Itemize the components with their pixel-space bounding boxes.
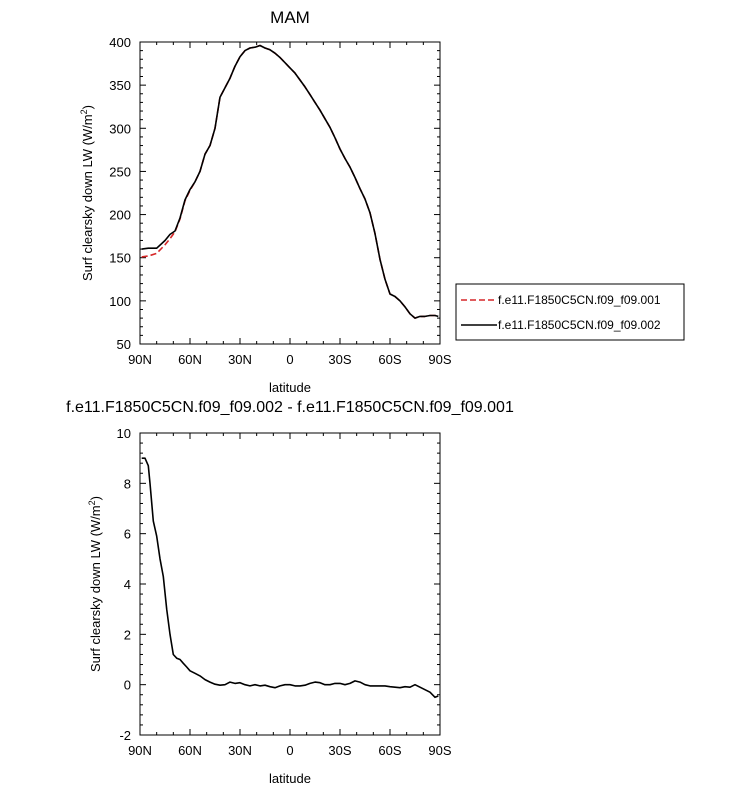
bottom-chart-series [141,457,439,699]
legend-entry-002: f.e11.F1850C5CN.f09_f09.002 [461,318,661,332]
bottom-chart-y-axis-label-superscript: 2 [87,500,97,505]
top-chart-y-tick-label: 150 [109,251,131,266]
top-chart-x-tick-label: 90N [128,352,152,367]
bottom-chart-y-tick-label: 4 [124,577,131,592]
bottom-chart-x-tick-label: 30N [228,743,252,758]
bottom-chart-axes: 90N 60N 30N 0 30S 60S 90S -2 0 2 4 6 8 10 [117,426,452,758]
bottom-chart-y-tick-label: 8 [124,476,131,491]
top-chart-axes: 90N 60N 30N 0 30S 60S 90S 50 100 150 200 250 300 350 4… [109,35,452,367]
top-chart-series [141,44,439,319]
bottom-chart-y-axis-label: Surf clearsky down LW (W/m2) [87,496,103,672]
bottom-chart-y-axis-label-main: Surf clearsky down LW (W/m [88,505,103,672]
top-chart-y-tick-label: 50 [117,337,131,352]
bottom-chart-x-tick-label: 60N [178,743,202,758]
top-chart-title: MAM [270,8,310,27]
bottom-chart-x-tick-label: 30S [328,743,351,758]
legend-label-002: f.e11.F1850C5CN.f09_f09.002 [498,318,661,332]
bottom-chart-x-tick-label: 90N [128,743,152,758]
bottom-chart-y-tick-label: -2 [119,728,131,743]
top-chart-plot-frame [139,41,441,345]
top-chart-x-tick-label: 30S [328,352,351,367]
top-chart-series-line-1 [141,44,439,319]
top-chart-series-line-2 [141,44,439,319]
top-chart-y-tick-label: 100 [109,294,131,309]
bottom-chart-y-tick-label: 0 [124,678,131,693]
top-chart-x-tick-label: 30N [228,352,252,367]
top-chart-y-axis-label-main: Surf clearsky down LW (W/m [80,114,95,281]
bottom-chart-x-tick-label: 90S [428,743,451,758]
bottom-chart-y-tick-label: 2 [124,627,131,642]
top-chart-y-axis-label-close: ) [80,105,95,109]
top-chart-legend: f.e11.F1850C5CN.f09_f09.001 f.e11.F1850C… [455,283,685,341]
legend-entry-001: f.e11.F1850C5CN.f09_f09.001 [461,293,661,307]
top-chart-y-axis-label: Surf clearsky down LW (W/m2) [79,105,95,281]
top-chart-y-tick-label: 400 [109,35,131,50]
bottom-chart-x-tick-label: 0 [286,743,293,758]
bottom-chart-plot-frame [139,432,441,736]
bottom-chart-y-tick-label: 10 [117,426,131,441]
top-chart-x-tick-label: 0 [286,352,293,367]
top-chart-x-tick-label: 60S [378,352,401,367]
bottom-chart-x-tick-label: 60S [378,743,401,758]
top-chart-y-tick-label: 250 [109,164,131,179]
top-chart-y-tick-label: 200 [109,208,131,223]
bottom-chart-y-axis-label-close: ) [88,496,103,500]
top-chart-x-tick-label: 90S [428,352,451,367]
legend-label-001: f.e11.F1850C5CN.f09_f09.001 [498,293,661,307]
top-chart-x-tick-label: 60N [178,352,202,367]
bottom-chart-x-axis-label: latitude [269,771,311,786]
bottom-chart-y-tick-label: 6 [124,527,131,542]
top-chart-y-tick-label: 300 [109,121,131,136]
top-chart: MAM 90N 60N 30N 0 30S 60S 90S 50 100 150 200 250 300… [79,8,685,395]
bottom-chart-series-line-1 [141,457,439,699]
bottom-chart: f.e11.F1850C5CN.f09_f09.002 - f.e11.F185… [66,399,514,786]
bottom-chart-title: f.e11.F1850C5CN.f09_f09.002 - f.e11.F185… [66,399,514,416]
top-chart-x-axis-label: latitude [269,380,311,395]
legend-box [455,283,685,341]
top-chart-y-tick-label: 350 [109,78,131,93]
top-chart-y-axis-label-superscript: 2 [79,109,89,114]
